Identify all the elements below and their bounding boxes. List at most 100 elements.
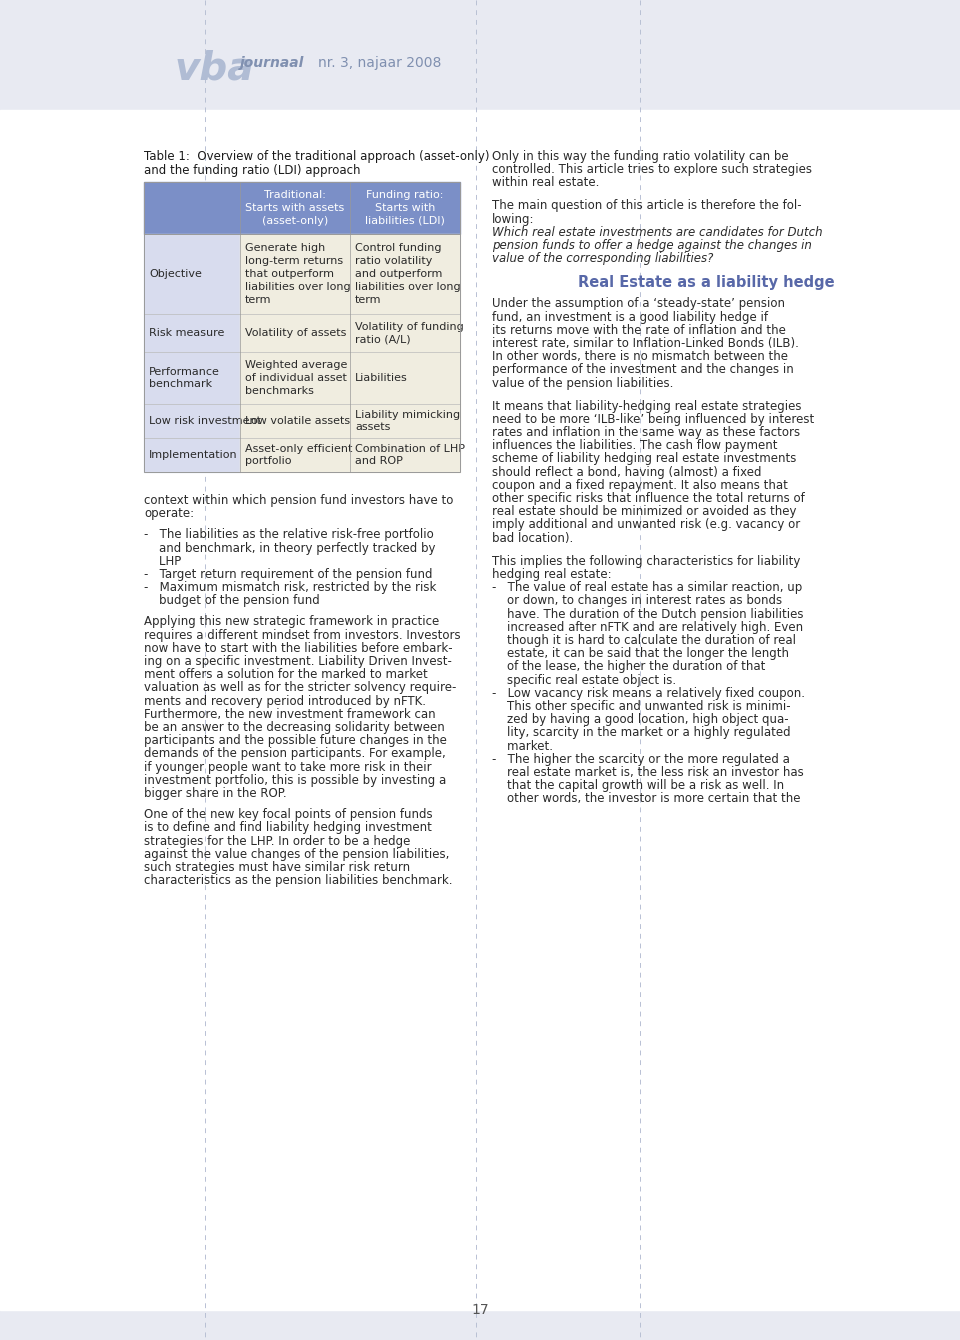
- Text: In other words, there is no mismatch between the: In other words, there is no mismatch bet…: [492, 350, 788, 363]
- Text: demands of the pension participants. For example,: demands of the pension participants. For…: [144, 748, 445, 760]
- Text: bad location).: bad location).: [492, 532, 573, 544]
- Text: participants and the possible future changes in the: participants and the possible future cha…: [144, 734, 446, 748]
- Text: have. The duration of the Dutch pension liabilities: have. The duration of the Dutch pension …: [492, 607, 804, 620]
- Bar: [144, 182, 460, 472]
- Text: though it is hard to calculate the duration of real: though it is hard to calculate the durat…: [492, 634, 796, 647]
- Text: be an answer to the decreasing solidarity between: be an answer to the decreasing solidarit…: [144, 721, 444, 734]
- Text: LHP: LHP: [144, 555, 181, 568]
- Text: Low risk investment: Low risk investment: [149, 415, 261, 426]
- Text: Performance
benchmark: Performance benchmark: [149, 367, 220, 390]
- Text: valuation as well as for the stricter solvency require-: valuation as well as for the stricter so…: [144, 682, 456, 694]
- Text: ments and recovery period introduced by nFTK.: ments and recovery period introduced by …: [144, 694, 426, 708]
- Text: such strategies must have similar risk return: such strategies must have similar risk r…: [144, 862, 410, 874]
- Text: or down, to changes in interest rates as bonds: or down, to changes in interest rates as…: [492, 595, 782, 607]
- Text: estate, it can be said that the longer the length: estate, it can be said that the longer t…: [492, 647, 789, 661]
- Text: 17: 17: [471, 1302, 489, 1317]
- Text: operate:: operate:: [144, 508, 194, 520]
- Text: Liability mimicking
assets: Liability mimicking assets: [355, 410, 460, 433]
- Text: strategies for the LHP. In order to be a hedge: strategies for the LHP. In order to be a…: [144, 835, 410, 848]
- Text: and the funding ratio (LDI) approach: and the funding ratio (LDI) approach: [144, 163, 361, 177]
- Bar: [240, 403, 460, 438]
- Text: coupon and a fixed repayment. It also means that: coupon and a fixed repayment. It also me…: [492, 478, 788, 492]
- Text: This implies the following characteristics for liability: This implies the following characteristi…: [492, 555, 801, 568]
- Text: The main question of this article is therefore the fol-: The main question of this article is the…: [492, 200, 802, 213]
- Text: fund, an investment is a good liability hedge if: fund, an investment is a good liability …: [492, 311, 768, 323]
- Text: now have to start with the liabilities before embark-: now have to start with the liabilities b…: [144, 642, 452, 655]
- Text: -   The higher the scarcity or the more regulated a: - The higher the scarcity or the more re…: [492, 753, 790, 765]
- Text: context within which pension fund investors have to: context within which pension fund invest…: [144, 494, 453, 507]
- Text: investment portfolio, this is possible by investing a: investment portfolio, this is possible b…: [144, 773, 446, 787]
- Text: budget of the pension fund: budget of the pension fund: [144, 595, 320, 607]
- Text: that the capital growth will be a risk as well. In: that the capital growth will be a risk a…: [492, 779, 784, 792]
- Text: Control funding
ratio volatility
and outperform
liabilities over long
term: Control funding ratio volatility and out…: [355, 244, 461, 304]
- Text: Funding ratio:
Starts with
liabilities (LDI): Funding ratio: Starts with liabilities (…: [365, 190, 444, 226]
- Text: Furthermore, the new investment framework can: Furthermore, the new investment framewor…: [144, 708, 436, 721]
- Text: zed by having a good location, high object qua-: zed by having a good location, high obje…: [492, 713, 788, 726]
- Text: -   Target return requirement of the pension fund: - Target return requirement of the pensi…: [144, 568, 433, 582]
- Bar: [144, 352, 240, 403]
- Text: real estate market is, the less risk an investor has: real estate market is, the less risk an …: [492, 766, 804, 779]
- Text: Implementation: Implementation: [149, 450, 238, 460]
- Bar: [144, 182, 460, 234]
- Text: Generate high
long-term returns
that outperform
liabilities over long
term: Generate high long-term returns that out…: [245, 244, 350, 304]
- Bar: [240, 438, 460, 472]
- Text: This other specific and unwanted risk is minimi-: This other specific and unwanted risk is…: [492, 699, 791, 713]
- Text: performance of the investment and the changes in: performance of the investment and the ch…: [492, 363, 794, 377]
- Text: imply additional and unwanted risk (e.g. vacancy or: imply additional and unwanted risk (e.g.…: [492, 519, 801, 532]
- Text: Weighted average
of individual asset
benchmarks: Weighted average of individual asset ben…: [245, 360, 348, 395]
- Text: -   The value of real estate has a similar reaction, up: - The value of real estate has a similar…: [492, 582, 803, 594]
- Text: specific real estate object is.: specific real estate object is.: [492, 674, 676, 686]
- Text: One of the new key focal points of pension funds: One of the new key focal points of pensi…: [144, 808, 433, 821]
- Bar: [144, 438, 240, 472]
- Text: should reflect a bond, having (almost) a fixed: should reflect a bond, having (almost) a…: [492, 466, 761, 478]
- Text: It means that liability-hedging real estate strategies: It means that liability-hedging real est…: [492, 399, 802, 413]
- Text: Volatility of assets: Volatility of assets: [245, 328, 347, 338]
- Text: Volatility of funding
ratio (A/L): Volatility of funding ratio (A/L): [355, 322, 464, 344]
- Text: scheme of liability hedging real estate investments: scheme of liability hedging real estate …: [492, 453, 797, 465]
- Bar: [240, 314, 460, 352]
- Text: -   Maximum mismatch risk, restricted by the risk: - Maximum mismatch risk, restricted by t…: [144, 582, 437, 594]
- Text: rates and inflation in the same way as these factors: rates and inflation in the same way as t…: [492, 426, 800, 440]
- Text: -   Low vacancy risk means a relatively fixed coupon.: - Low vacancy risk means a relatively fi…: [492, 687, 805, 699]
- Text: controlled. This article tries to explore such strategies: controlled. This article tries to explor…: [492, 163, 812, 176]
- Text: Combination of LHP
and ROP: Combination of LHP and ROP: [355, 444, 465, 466]
- Text: other specific risks that influence the total returns of: other specific risks that influence the …: [492, 492, 804, 505]
- Text: pension funds to offer a hedge against the changes in: pension funds to offer a hedge against t…: [492, 239, 812, 252]
- Text: characteristics as the pension liabilities benchmark.: characteristics as the pension liabiliti…: [144, 874, 452, 887]
- Text: requires a different mindset from investors. Investors: requires a different mindset from invest…: [144, 628, 461, 642]
- Text: its returns move with the rate of inflation and the: its returns move with the rate of inflat…: [492, 324, 786, 336]
- Text: Objective: Objective: [149, 269, 202, 279]
- Bar: [240, 352, 460, 403]
- Text: value of the corresponding liabilities?: value of the corresponding liabilities?: [492, 252, 713, 265]
- Text: and benchmark, in theory perfectly tracked by: and benchmark, in theory perfectly track…: [144, 541, 436, 555]
- Text: Low volatile assets: Low volatile assets: [245, 415, 350, 426]
- Text: Liabilities: Liabilities: [355, 373, 408, 383]
- Text: against the value changes of the pension liabilities,: against the value changes of the pension…: [144, 848, 449, 860]
- Text: nr. 3, najaar 2008: nr. 3, najaar 2008: [318, 56, 442, 70]
- Text: ing on a specific investment. Liability Driven Invest-: ing on a specific investment. Liability …: [144, 655, 452, 669]
- Text: Applying this new strategic framework in practice: Applying this new strategic framework in…: [144, 615, 440, 628]
- Text: bigger share in the ROP.: bigger share in the ROP.: [144, 787, 287, 800]
- Text: Traditional:
Starts with assets
(asset-only): Traditional: Starts with assets (asset-o…: [246, 190, 345, 226]
- Bar: [144, 314, 240, 352]
- Bar: [0, 110, 960, 1311]
- Text: other words, the investor is more certain that the: other words, the investor is more certai…: [492, 792, 801, 805]
- Bar: [144, 234, 240, 314]
- Text: hedging real estate:: hedging real estate:: [492, 568, 612, 582]
- Bar: [240, 234, 460, 314]
- Text: interest rate, similar to Inflation-Linked Bonds (ILB).: interest rate, similar to Inflation-Link…: [492, 336, 799, 350]
- Text: -   The liabilities as the relative risk-free portfolio: - The liabilities as the relative risk-f…: [144, 528, 434, 541]
- Text: Real Estate as a liability hedge: Real Estate as a liability hedge: [578, 276, 834, 291]
- Text: Table 1:  Overview of the traditional approach (asset-only): Table 1: Overview of the traditional app…: [144, 150, 490, 163]
- Text: journaal: journaal: [240, 56, 304, 70]
- Text: lowing:: lowing:: [492, 213, 535, 225]
- Text: real estate should be minimized or avoided as they: real estate should be minimized or avoid…: [492, 505, 797, 519]
- Text: Asset-only efficient
portfolio: Asset-only efficient portfolio: [245, 444, 352, 466]
- Text: lity, scarcity in the market or a highly regulated: lity, scarcity in the market or a highly…: [492, 726, 791, 740]
- Text: vba: vba: [175, 50, 254, 87]
- Text: Risk measure: Risk measure: [149, 328, 225, 338]
- Text: value of the pension liabilities.: value of the pension liabilities.: [492, 377, 673, 390]
- Text: need to be more ‘ILB-like’ being influenced by interest: need to be more ‘ILB-like’ being influen…: [492, 413, 814, 426]
- Text: of the lease, the higher the duration of that: of the lease, the higher the duration of…: [492, 661, 765, 674]
- Text: increased after nFTK and are relatively high. Even: increased after nFTK and are relatively …: [492, 620, 804, 634]
